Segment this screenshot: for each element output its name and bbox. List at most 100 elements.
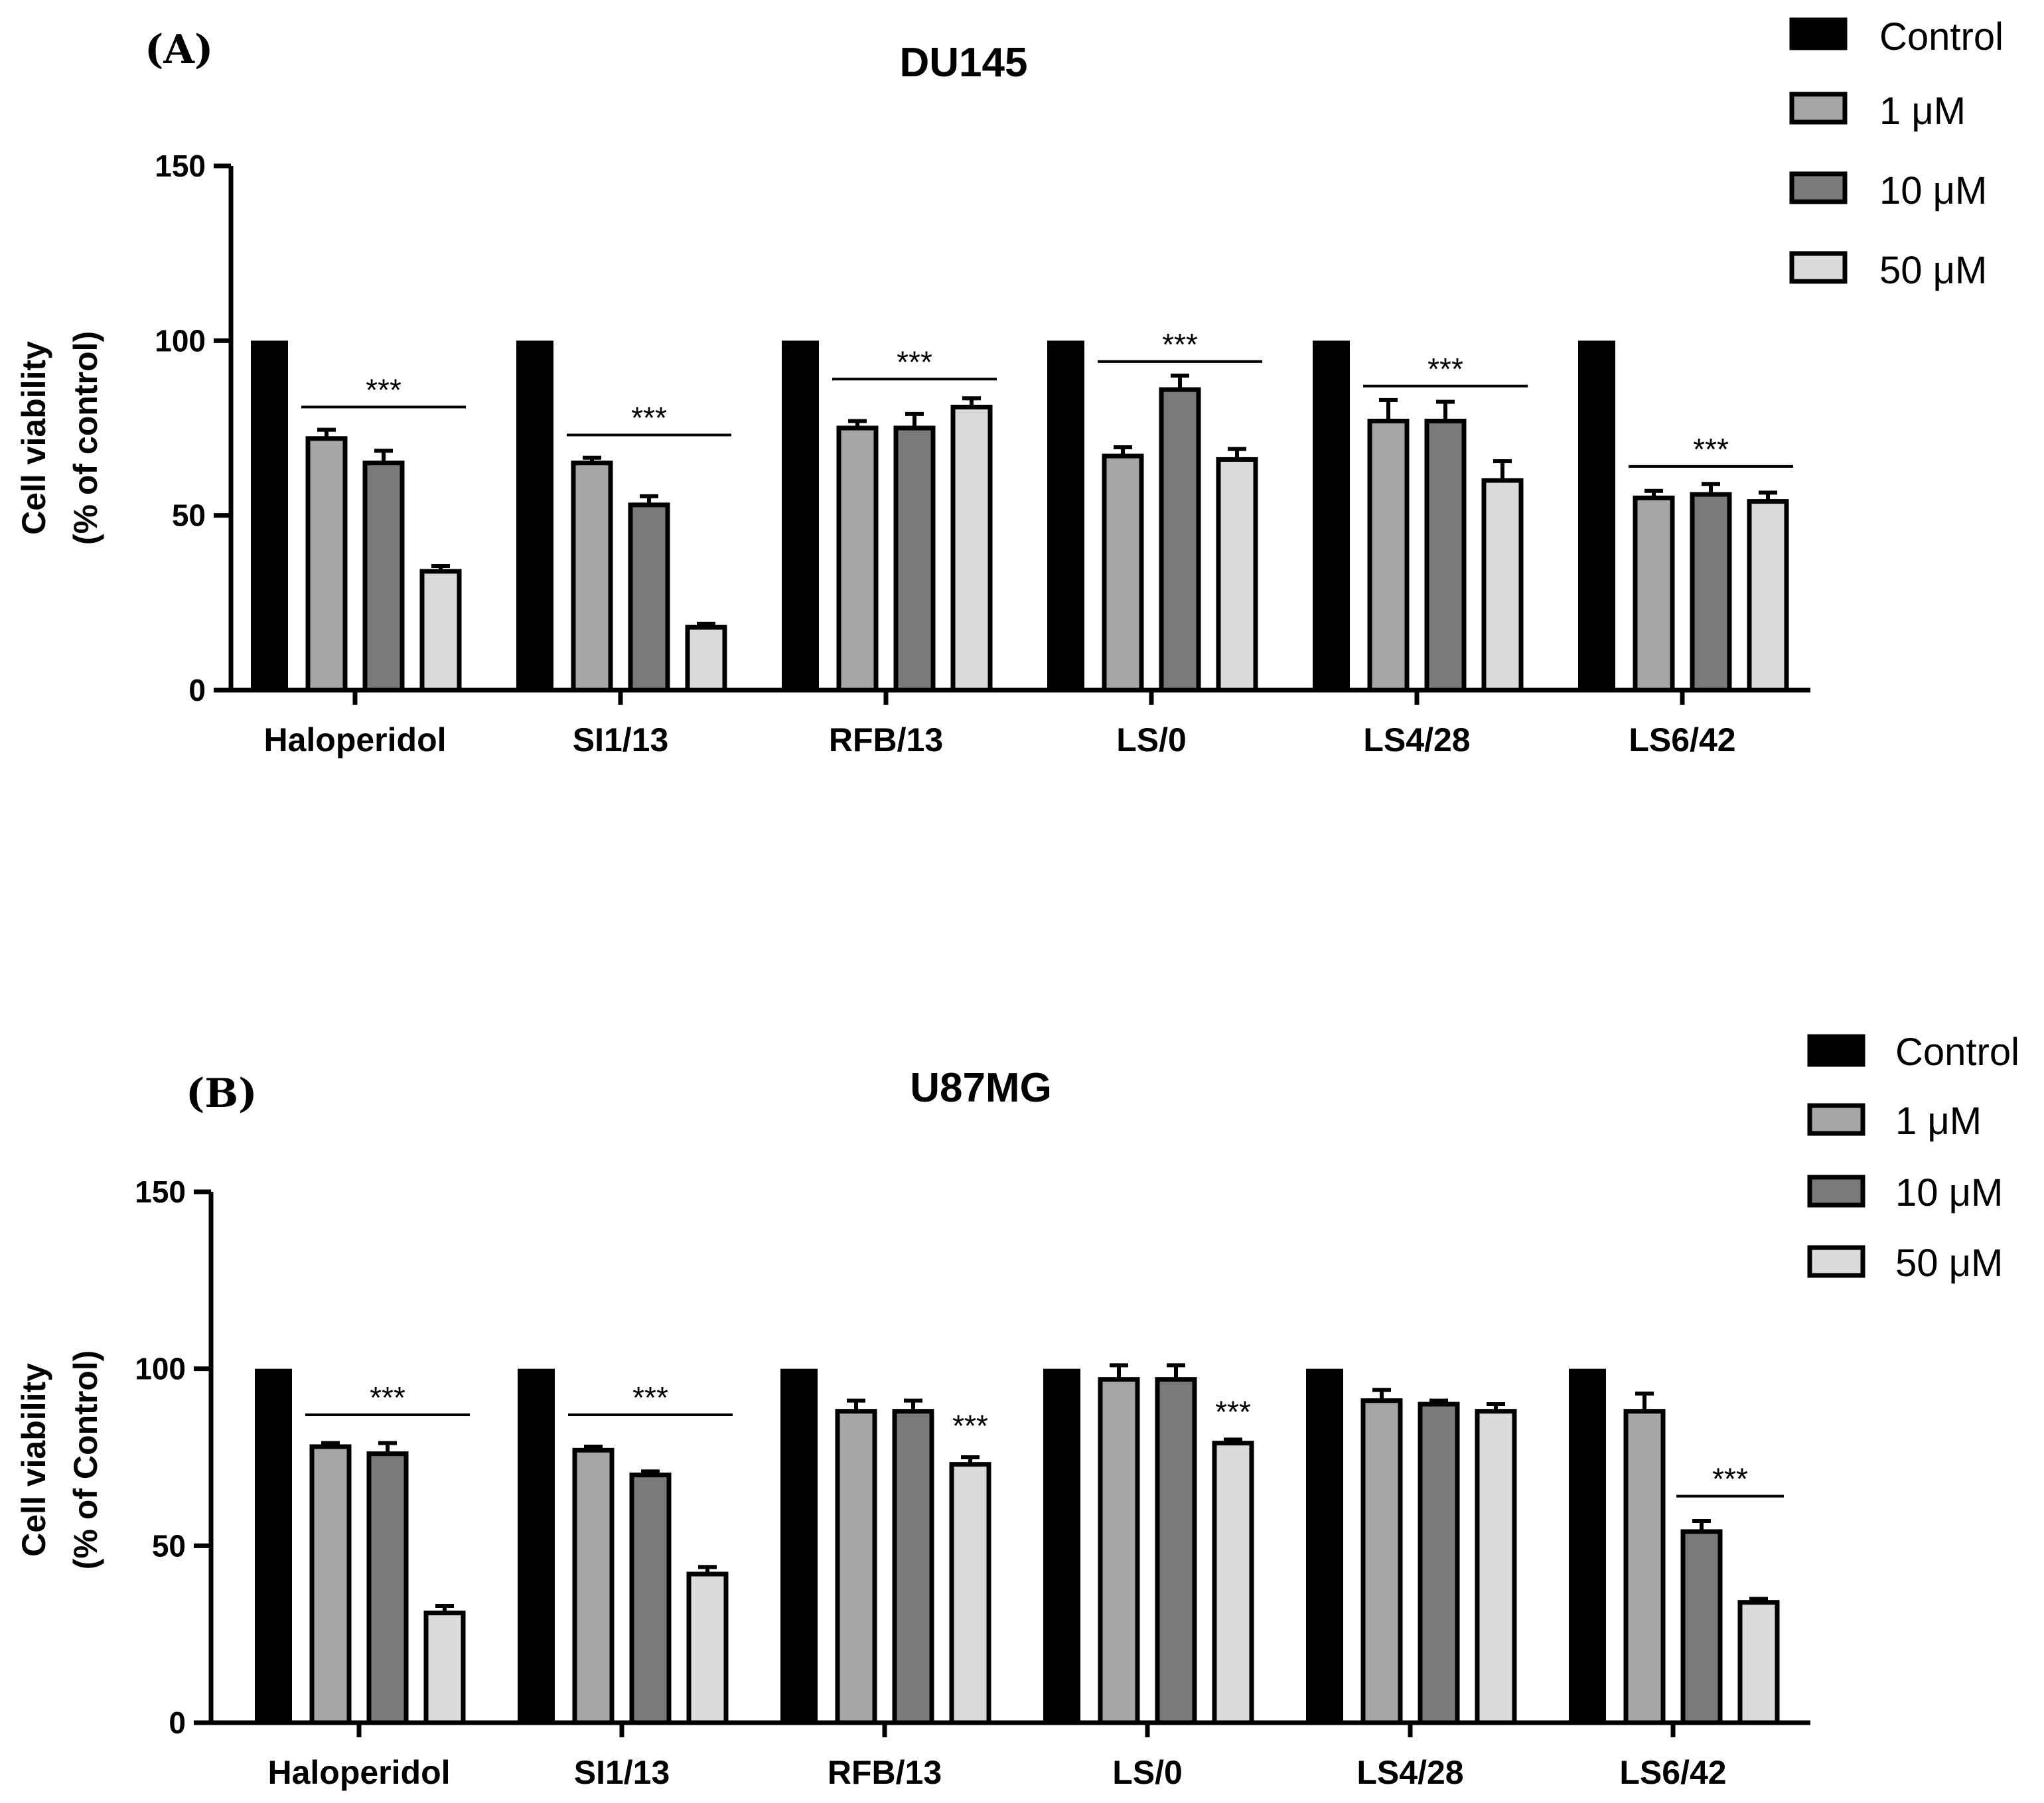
panel-letter-b: (B) [186, 1070, 257, 1117]
y-tick-label-a-2: 100 [155, 323, 206, 358]
legend-b: Control 1 μM 10 μM 50 μM [1807, 1031, 2019, 1285]
significance-label-a-3: *** [1162, 327, 1198, 362]
bar-a-si113-s3 [685, 624, 727, 693]
legend-swatch-control-b [1807, 1034, 1865, 1067]
panel-letter-a: (A) [145, 27, 213, 73]
legend-swatch-1um-a [1789, 92, 1848, 125]
bar-b-ls428-s2 [1418, 1402, 1460, 1725]
legend-swatch-1um-b [1807, 1103, 1865, 1136]
bar-a-ls428-s0 [1313, 340, 1350, 690]
bar-a-haloperidol-s0 [251, 340, 288, 690]
bar-b-ls0-s3 [1212, 1441, 1254, 1725]
bar-b-rfb13-s3 [949, 1462, 991, 1725]
x-tick-label-b-4: LS4/28 [1356, 1754, 1463, 1791]
bar-a-ls642-s1 [1633, 495, 1675, 693]
y-axis-label-a-line2: (% of control) [67, 331, 104, 545]
bar-a-ls0-s2 [1159, 387, 1201, 693]
bar-a-ls642-s2 [1690, 492, 1732, 693]
chart-panel-b: (B) U87MG Cell viability (% of Control) … [15, 1031, 2019, 1791]
bar-b-ls642-s0 [1569, 1368, 1606, 1723]
y-tick-label-a-3: 150 [155, 149, 206, 183]
bar-a-si113-s0 [516, 340, 553, 690]
plot-area-b: Haloperidol SI1/13 RFB/13 LS/0 LS4/28 LS6/42 *… [135, 1175, 1810, 1791]
y-tick-label-a-1: 50 [172, 498, 206, 533]
significance-label-b-3: *** [1215, 1394, 1251, 1429]
legend-label-10um-a: 10 μM [1879, 169, 1987, 212]
significance-label-b-4: *** [1712, 1462, 1748, 1496]
bar-a-haloperidol-s2 [362, 461, 405, 693]
x-tick-label-b-2: RFB/13 [828, 1754, 942, 1791]
significance-label-b-2: *** [952, 1409, 988, 1443]
y-tick-label-a-0: 0 [188, 673, 206, 707]
bar-b-si113-s1 [572, 1447, 615, 1725]
chart-title-b: U87MG [910, 1065, 1052, 1111]
legend-swatch-50um-a [1789, 251, 1848, 284]
bar-a-rfb13-s3 [950, 404, 993, 693]
y-tick-label-b-3: 150 [135, 1175, 186, 1209]
bar-b-haloperidol-s1 [309, 1444, 352, 1725]
bar-b-ls0-s0 [1043, 1368, 1080, 1723]
x-tick-label-b-1: SI1/13 [574, 1754, 670, 1791]
bar-a-rfb13-s0 [782, 340, 819, 690]
y-axis-label-b-line1: Cell viability [15, 1363, 52, 1557]
x-tick-label-a-4: LS4/28 [1363, 721, 1470, 758]
significance-label-a-2: *** [897, 344, 932, 379]
x-tick-label-a-3: LS/0 [1116, 721, 1187, 758]
chart-title-a: DU145 [900, 40, 1028, 86]
y-tick-label-b-0: 0 [169, 1705, 186, 1740]
bar-a-rfb13-s1 [836, 425, 879, 693]
bar-b-si113-s3 [686, 1571, 729, 1725]
legend-label-50um-b: 50 μM [1895, 1242, 2003, 1285]
x-tick-label-b-3: LS/0 [1112, 1754, 1183, 1791]
bar-b-si113-s2 [629, 1473, 672, 1725]
bar-a-si113-s1 [571, 461, 613, 693]
bar-a-haloperidol-s3 [419, 569, 462, 693]
x-tick-label-b-0: Haloperidol [267, 1754, 450, 1791]
significance-label-a-1: *** [631, 401, 667, 435]
x-tick-label-a-5: LS6/42 [1629, 721, 1735, 758]
significance-label-a-4: *** [1427, 352, 1463, 386]
bar-a-haloperidol-s1 [305, 436, 348, 693]
legend-a: Control 1 μM 10 μM 50 μM [1789, 15, 2004, 292]
bar-b-ls0-s1 [1098, 1377, 1140, 1725]
bar-a-ls428-s1 [1367, 418, 1410, 693]
bar-a-ls642-s0 [1578, 340, 1615, 690]
legend-label-control-a: Control [1879, 15, 2004, 58]
significance-label-a-5: *** [1693, 432, 1729, 467]
x-tick-label-a-1: SI1/13 [573, 721, 669, 758]
legend-label-1um-a: 1 μM [1879, 90, 1966, 133]
bar-a-ls428-s3 [1481, 478, 1524, 693]
bar-a-si113-s2 [628, 502, 670, 693]
bar-b-ls642-s2 [1680, 1529, 1723, 1725]
bar-b-haloperidol-s0 [255, 1368, 292, 1723]
bar-a-rfb13-s2 [893, 425, 936, 693]
legend-label-10um-b: 10 μM [1895, 1171, 2003, 1214]
legend-label-50um-a: 50 μM [1879, 249, 1987, 292]
x-tick-label-a-2: RFB/13 [829, 721, 943, 758]
legend-swatch-10um-a [1789, 171, 1848, 204]
y-axis-label-b-line2: (% of Control) [67, 1350, 104, 1569]
bar-b-rfb13-s2 [892, 1409, 934, 1725]
x-tick-label-a-0: Haloperidol [263, 721, 446, 758]
bar-a-ls0-s0 [1047, 340, 1084, 690]
legend-swatch-50um-b [1807, 1245, 1865, 1278]
legend-label-control-b: Control [1895, 1031, 2019, 1074]
bar-b-rfb13-s1 [835, 1409, 877, 1725]
bar-a-ls0-s3 [1216, 457, 1258, 693]
significance-label-b-0: *** [370, 1380, 405, 1415]
bar-b-haloperidol-s2 [366, 1451, 409, 1725]
legend-swatch-control-a [1789, 17, 1848, 50]
bar-a-ls428-s2 [1424, 418, 1467, 693]
bar-b-ls428-s0 [1306, 1368, 1343, 1723]
bar-b-ls428-s1 [1360, 1398, 1403, 1725]
bar-b-ls642-s1 [1623, 1409, 1666, 1725]
legend-label-1um-b: 1 μM [1895, 1100, 1982, 1143]
bar-b-rfb13-s0 [780, 1368, 818, 1723]
significance-label-b-1: *** [632, 1380, 668, 1415]
bar-b-haloperidol-s3 [423, 1611, 466, 1725]
plot-area-a: Haloperidol SI1/13 RFB/13 LS/0 LS4/28 LS6/42 *… [155, 149, 1810, 758]
legend-swatch-10um-b [1807, 1175, 1865, 1208]
bar-b-ls428-s3 [1475, 1409, 1517, 1725]
significance-label-a-0: *** [366, 372, 402, 407]
